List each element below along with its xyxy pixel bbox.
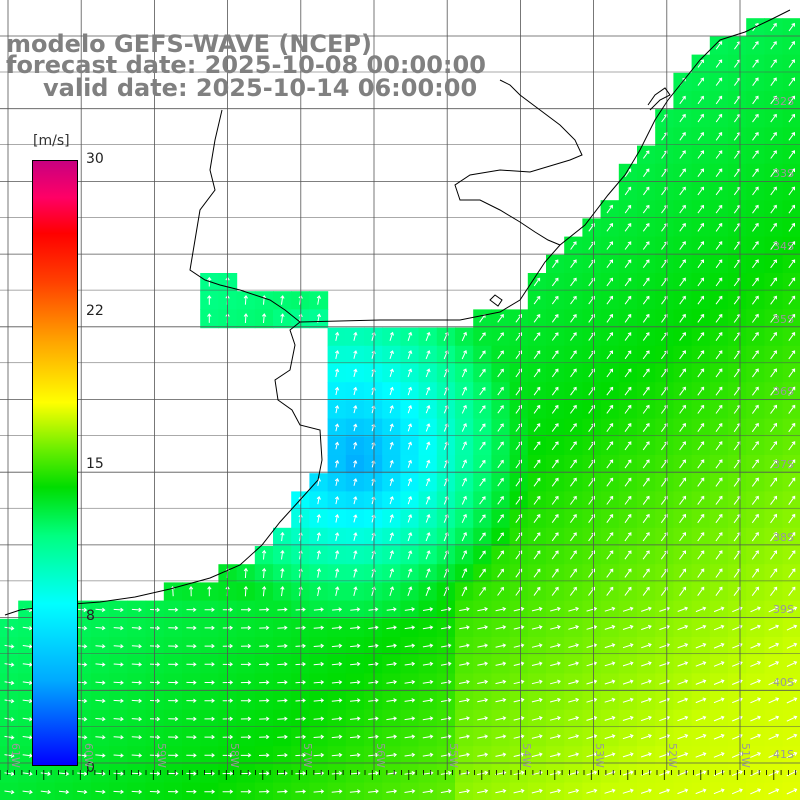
lat-label: 33S <box>773 167 794 180</box>
lat-label: 35S <box>773 313 794 326</box>
colorbar-tick: 0 <box>86 760 95 776</box>
lat-label: 37S <box>773 458 794 471</box>
graticule <box>0 0 800 780</box>
lat-label: 41S <box>773 748 794 761</box>
model-title: modelo GEFS-WAVE (NCEP) <box>6 30 372 58</box>
wind-arrows <box>4 22 798 795</box>
lat-label: 34S <box>773 240 794 253</box>
lat-label: 36S <box>773 385 794 398</box>
lat-label: 39S <box>773 603 794 616</box>
colorbar-tick: 22 <box>86 303 104 319</box>
lon-label: 51W <box>739 743 752 768</box>
lon-label: 58W <box>228 743 241 768</box>
colorbar-tick: 30 <box>86 151 104 167</box>
valid-date: valid date: 2025-10-14 06:00:00 <box>43 74 478 102</box>
lat-label: 32S <box>773 95 794 108</box>
colorbar <box>32 160 78 766</box>
lat-label: 40S <box>773 676 794 689</box>
lon-label: 55W <box>447 743 460 768</box>
lon-label: 61W <box>9 743 22 768</box>
lon-label: 59W <box>155 743 168 768</box>
lon-label: 57W <box>301 743 314 768</box>
colorbar-tick: 8 <box>86 608 95 624</box>
colorbar-unit: [m/s] <box>33 133 70 149</box>
colorbar-tick: 15 <box>86 456 104 472</box>
lat-label: 38S <box>773 531 794 544</box>
lon-label: 56W <box>374 743 387 768</box>
coastline <box>4 9 791 616</box>
lon-label: 54W <box>520 743 533 768</box>
lon-label: 60W <box>82 743 95 768</box>
forecast-date: forecast date: 2025-10-08 00:00:00 <box>6 51 486 79</box>
lon-label: 52W <box>666 743 679 768</box>
lon-label: 53W <box>593 743 606 768</box>
